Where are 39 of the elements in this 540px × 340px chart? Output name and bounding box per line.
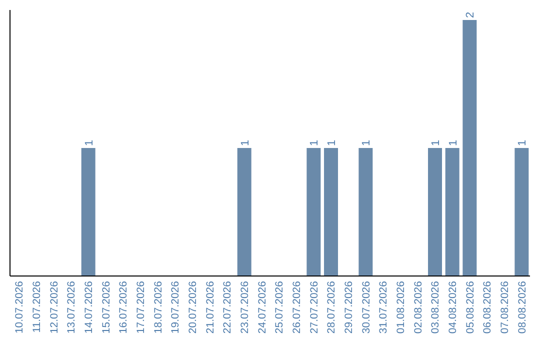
- x-tick-label: 20.07.2026: [187, 280, 199, 334]
- x-tick-label: 04.08.2026: [447, 280, 459, 334]
- x-tick-label: 06.08.2026: [482, 280, 494, 334]
- x-tick-label: 14.07.2026: [83, 280, 95, 334]
- x-tick-label: 19.07.2026: [170, 280, 182, 334]
- x-tick-label: 21.07.2026: [204, 280, 216, 334]
- x-tick-label: 16.07.2026: [118, 280, 130, 334]
- data-label: 1: [360, 140, 373, 146]
- x-tick-label: 13.07.2026: [66, 280, 78, 334]
- x-tick-label: 29.07.2026: [343, 280, 355, 334]
- data-label: 1: [239, 140, 252, 146]
- x-tick-label: 26.07.2026: [291, 280, 303, 334]
- data-label: 1: [308, 140, 321, 146]
- x-tick-label: 17.07.2026: [135, 280, 147, 334]
- x-tick-label: 23.07.2026: [239, 280, 251, 334]
- x-tick-label: 03.08.2026: [430, 280, 442, 334]
- x-tick-label: 31.07.2026: [378, 280, 390, 334]
- data-label: 1: [83, 140, 96, 146]
- x-tick-label: 02.08.2026: [412, 280, 424, 334]
- x-tick-label: 25.07.2026: [274, 280, 286, 334]
- x-tick-label: 07.08.2026: [499, 280, 511, 334]
- x-tick-label: 15.07.2026: [100, 280, 112, 334]
- x-tick-label: 27.07.2026: [308, 280, 320, 334]
- x-tick-label: 01.08.2026: [395, 280, 407, 334]
- data-label: 1: [447, 140, 460, 146]
- x-tick-label: 12.07.2026: [48, 280, 60, 334]
- x-tick-label: 24.07.2026: [256, 280, 268, 334]
- x-tick-label: 11.07.2026: [31, 280, 43, 333]
- data-label: 2: [464, 12, 477, 18]
- data-label: 1: [430, 140, 442, 146]
- x-tick-label: 30.07.2026: [360, 280, 372, 334]
- x-tick-label: 18.07.2026: [152, 280, 164, 334]
- x-tick-label: 08.08.2026: [516, 280, 528, 334]
- data-label: 1: [516, 140, 529, 146]
- x-tick-label: 05.08.2026: [464, 280, 476, 334]
- x-tick-label: 22.07.2026: [222, 280, 234, 334]
- data-label: 1: [326, 140, 338, 146]
- x-tick-label: 10.07.2026: [14, 280, 26, 334]
- x-tick-label: 28.07.2026: [326, 280, 338, 334]
